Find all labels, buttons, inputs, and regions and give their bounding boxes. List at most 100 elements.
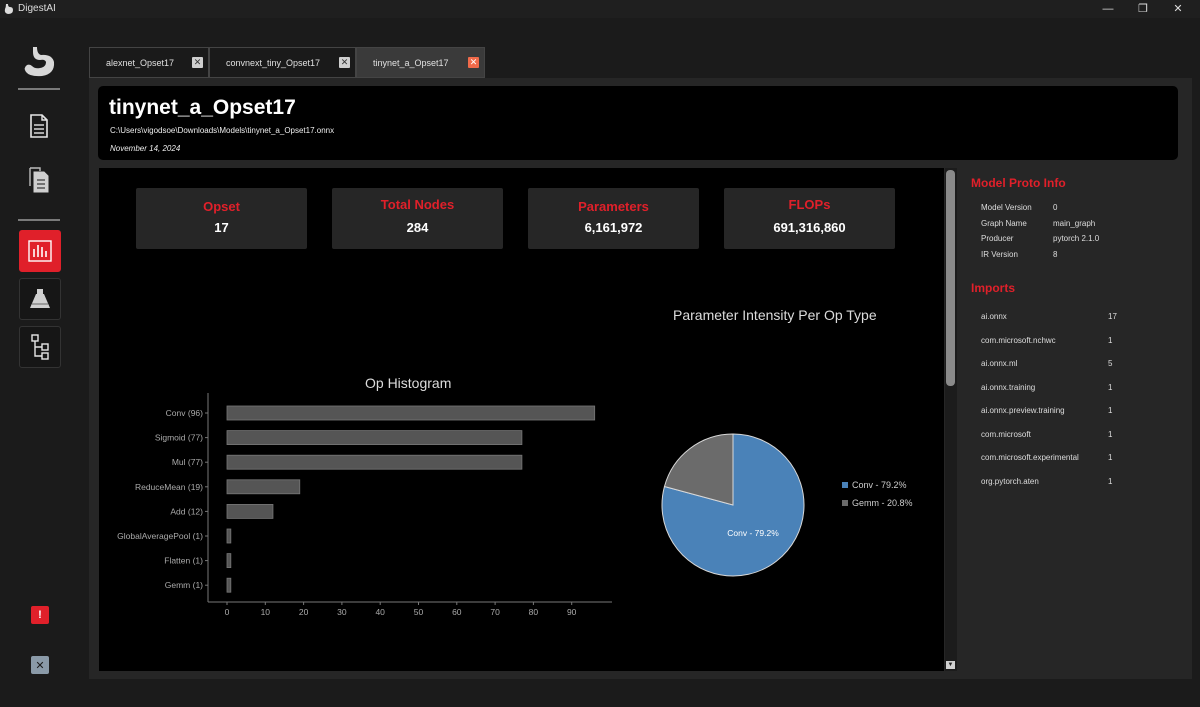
histogram-x-tick-label: 0 — [225, 607, 230, 617]
model-header: tinynet_a_Opset17 C:\Users\vigodsoe\Down… — [98, 86, 1178, 160]
pie-slice — [663, 433, 734, 506]
tab-label: alexnet_Opset17 — [106, 58, 175, 68]
import-name: org.pytorch.aten — [981, 476, 1039, 486]
histogram-bar — [226, 528, 232, 544]
tab-label: convnext_tiny_Opset17 — [226, 58, 321, 68]
proto-info-key: IR Version — [981, 250, 1018, 260]
card-value: 17 — [214, 220, 229, 235]
histogram-category-label: Flatten (1) — [164, 556, 203, 566]
pie-chart-title: Parameter Intensity Per Op Type — [673, 307, 877, 323]
histogram-x-tick-label: 90 — [567, 607, 577, 617]
card-label: Parameters — [578, 199, 649, 214]
histogram-bar — [226, 553, 232, 568]
tab-close-icon[interactable]: ✕ — [468, 57, 479, 68]
scroll-thumb[interactable] — [946, 170, 955, 386]
node-tree-button[interactable] — [19, 326, 61, 368]
import-version: 1 — [1108, 382, 1113, 392]
pie-slice-label: Conv - 79.2% — [727, 528, 779, 538]
tab-convnext[interactable]: convnext_tiny_Opset17 ✕ — [209, 47, 356, 78]
document-icon — [30, 114, 48, 138]
histogram-x-tick-label: 30 — [337, 607, 347, 617]
close-icon: ✕ — [35, 659, 45, 672]
import-version: 5 — [1108, 359, 1113, 368]
analysis-button[interactable] — [19, 278, 61, 320]
pie-legend-swatch — [842, 500, 848, 506]
histogram-category-label: Sigmoid (77) — [155, 433, 203, 443]
title-bar: DigestAI — ❐ ✕ — [0, 0, 1200, 18]
model-title: tinynet_a_Opset17 — [109, 96, 296, 119]
histogram-category-label: GlobalAveragePool (1) — [117, 531, 203, 541]
card-label: Total Nodes — [380, 197, 455, 212]
import-version: 1 — [1108, 453, 1113, 462]
proto-info-value: 0 — [1053, 203, 1058, 212]
stomach-logo-icon — [24, 47, 55, 77]
histogram-x-tick-label: 80 — [529, 607, 539, 617]
import-name: ai.onnx.ml — [981, 359, 1018, 368]
warning-button[interactable]: ! — [31, 606, 49, 624]
histogram-bar — [226, 430, 523, 446]
histogram-bar — [226, 454, 523, 470]
sidebar-logo[interactable] — [19, 42, 59, 82]
card-value: 6,161,972 — [584, 220, 643, 235]
tab-alexnet[interactable]: alexnet_Opset17 ✕ — [89, 47, 209, 78]
histogram-bar — [226, 479, 301, 495]
imports-title: Imports — [971, 281, 1016, 295]
histogram-category-label: Conv (96) — [166, 408, 203, 418]
close-window-button[interactable]: ✕ — [1173, 3, 1183, 15]
import-name: ai.onnx.training — [981, 382, 1036, 392]
proto-info-value: pytorch 2.1.0 — [1053, 234, 1100, 244]
total-nodes-card: Total Nodes 284 — [332, 188, 503, 249]
import-version: 17 — [1108, 312, 1117, 321]
histogram-icon — [28, 240, 52, 262]
app-title: DigestAI — [18, 3, 56, 14]
sidebar: ! ✕ — [0, 18, 82, 707]
import-name: com.microsoft.experimental — [981, 453, 1079, 462]
sidebar-separator — [18, 88, 60, 90]
tab-tinynet[interactable]: tinynet_a_Opset17 ✕ — [356, 47, 485, 78]
import-name: com.microsoft.nchwc — [981, 335, 1056, 345]
parameters-card: Parameters 6,161,972 — [528, 188, 699, 249]
proto-info-value: 8 — [1053, 250, 1058, 260]
tab-close-icon[interactable]: ✕ — [339, 57, 350, 68]
import-name: ai.onnx.preview.training — [981, 406, 1065, 415]
histogram-category-label: Add (12) — [170, 506, 203, 516]
card-label: Opset — [203, 199, 240, 214]
multi-model-button[interactable] — [19, 160, 59, 200]
summary-button[interactable] — [19, 106, 59, 146]
content-scrollbar[interactable]: ▼ — [945, 168, 957, 671]
import-name: ai.onnx — [981, 312, 1007, 321]
import-version: 1 — [1108, 406, 1113, 415]
histogram-bar — [226, 577, 232, 593]
proto-info-value: main_graph — [1053, 218, 1096, 228]
import-name: com.microsoft — [981, 429, 1031, 439]
proto-info-title: Model Proto Info — [971, 176, 1066, 190]
pie-legend-label: Gemm - 20.8% — [852, 498, 913, 508]
histogram-bar — [226, 503, 274, 519]
pie-legend-swatch — [842, 482, 848, 488]
tab-close-icon[interactable]: ✕ — [192, 57, 203, 68]
histogram-category-label: ReduceMean (19) — [135, 482, 203, 492]
card-value: 284 — [406, 220, 429, 235]
histogram-button[interactable] — [19, 230, 61, 272]
minimize-button[interactable]: — — [1102, 3, 1114, 15]
sidebar-separator — [18, 219, 60, 221]
histogram-bar — [226, 405, 596, 421]
model-path: C:\Users\vigodsoe\Downloads\Models\tinyn… — [110, 126, 335, 135]
import-version: 1 — [1108, 429, 1113, 439]
restore-button[interactable]: ❐ — [1138, 3, 1148, 15]
pie-legend-label: Conv - 79.2% — [852, 480, 907, 490]
documents-icon — [29, 167, 49, 193]
flask-icon — [30, 289, 50, 308]
proto-info-key: Producer — [981, 234, 1014, 244]
card-value: 691,316,860 — [773, 220, 846, 235]
histogram-title: Op Histogram — [365, 375, 452, 391]
close-model-button[interactable]: ✕ — [31, 656, 49, 674]
import-version: 1 — [1108, 335, 1113, 345]
histogram-x-tick-label: 40 — [375, 607, 385, 617]
histogram-category-label: Gemm (1) — [165, 580, 203, 590]
app-logo-icon — [4, 4, 13, 14]
scroll-down-arrow-icon[interactable]: ▼ — [946, 661, 955, 669]
histogram-x-tick-label: 60 — [452, 607, 462, 617]
histogram-x-tick-label: 10 — [261, 607, 271, 617]
